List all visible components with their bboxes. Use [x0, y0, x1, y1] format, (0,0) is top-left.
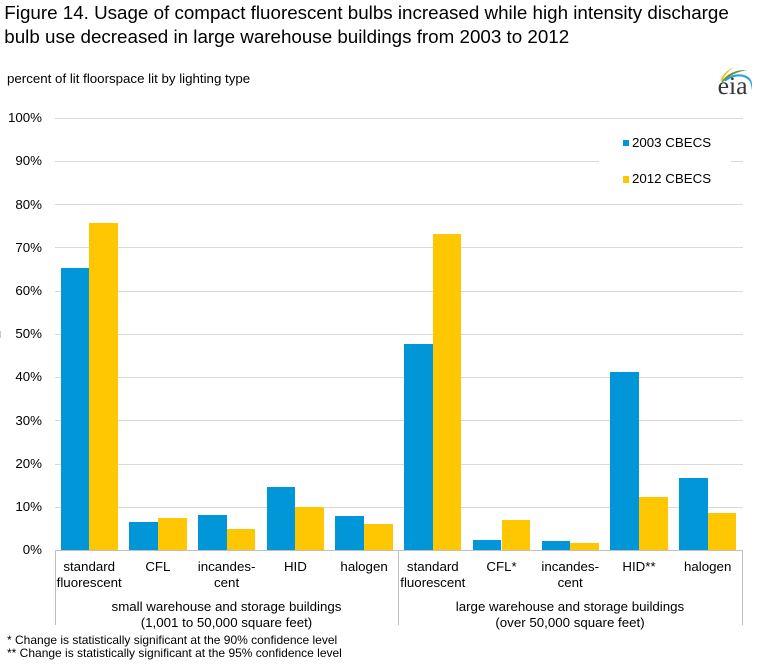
svg-text:eia: eia	[718, 71, 749, 100]
